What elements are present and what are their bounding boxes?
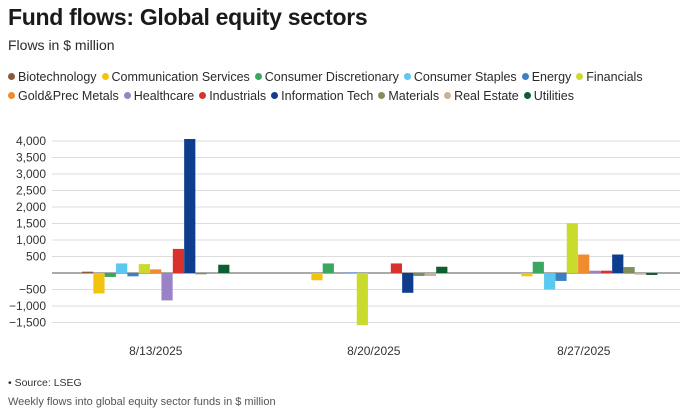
bar-industrials (600, 270, 612, 273)
y-tick-label: −500 (19, 283, 46, 297)
bar-materials (413, 273, 425, 276)
bar-communication-services (93, 273, 105, 294)
bar-utilities (646, 273, 658, 275)
legend: Biotechnology Communication Services Consu… (8, 68, 678, 106)
bar-biotechnology (82, 271, 94, 273)
bar-energy (345, 272, 357, 274)
bar-chart: 4,000 3,500 3,000 2,500 2,000 1,500 1,000 500 −5… (9, 134, 680, 358)
y-tick-label: 4,000 (16, 134, 46, 148)
bar-consumer-discretionary (532, 261, 544, 273)
x-category-label: 8/13/2025 (129, 344, 183, 358)
legend-label: Biotechnology (18, 70, 97, 84)
bar-information-tech (184, 139, 196, 273)
x-category-label: 8/20/2025 (347, 344, 401, 358)
legend-swatch (101, 73, 109, 80)
y-tick-label: −1,000 (9, 299, 46, 313)
legend-swatch (271, 92, 279, 99)
legend-swatch (521, 73, 529, 80)
legend-swatch (523, 92, 531, 99)
y-tick-label: −1,500 (9, 316, 46, 330)
legend-label: Information Tech (281, 89, 374, 103)
legend-label: Materials (388, 89, 440, 103)
legend-item-materials: Materials (378, 87, 439, 106)
legend-item-consumer-staples: Consumer Staples (403, 68, 517, 87)
bar-energy (127, 273, 139, 277)
legend-item-utilities: Utilities (523, 87, 574, 106)
legend-item-information-tech: Information Tech (271, 87, 373, 106)
legend-label: Financials (586, 70, 643, 84)
bar-industrials (390, 263, 402, 273)
bar-materials (623, 267, 635, 273)
bar-utilities (436, 266, 448, 273)
bar-real-estate (634, 273, 647, 275)
legend-swatch (378, 92, 386, 99)
y-tick-label: 500 (26, 250, 46, 264)
legend-item-energy: Energy (521, 68, 572, 87)
x-category-label: 8/27/2025 (557, 344, 611, 358)
legend-label: Utilities (533, 89, 574, 103)
y-tick-label: 1,000 (16, 233, 46, 247)
y-tick-label: 3,500 (16, 151, 46, 165)
chart-caption: Weekly flows into global equity sector f… (8, 396, 276, 408)
bar-communication-services (311, 273, 323, 281)
legend-item-communication-services: Communication Services (101, 68, 250, 87)
bar-financials (356, 273, 368, 326)
legend-swatch (576, 73, 584, 80)
y-tick-label: 2,000 (16, 200, 46, 214)
y-tick-label: 1,500 (16, 217, 46, 231)
legend-swatch (254, 73, 262, 80)
bar-healthcare (589, 270, 601, 273)
legend-label: Healthcare (133, 89, 195, 103)
source-note: • Source: LSEG (8, 377, 82, 389)
legend-item-financials: Financials (576, 68, 643, 87)
legend-label: Consumer Staples (413, 70, 517, 84)
bar-materials (195, 273, 207, 275)
legend-label: Real Estate (454, 89, 519, 103)
legend-label: Consumer Discretionary (264, 70, 399, 84)
bar-gold-prec-metals (150, 269, 162, 273)
bar-industrials (172, 248, 184, 273)
legend-swatch (444, 92, 452, 99)
bar-financials (138, 264, 150, 273)
legend-label: Communication Services (111, 70, 250, 84)
legend-swatch (123, 92, 131, 99)
bar-utilities (218, 264, 230, 273)
bar-consumer-discretionary (104, 273, 116, 277)
legend-item-gold-prec-metals: Gold&Prec Metals (8, 87, 119, 106)
legend-label: Gold&Prec Metals (18, 89, 119, 103)
legend-label: Energy (531, 70, 572, 84)
bar-consumer-discretionary (322, 263, 334, 273)
legend-swatch (403, 73, 411, 80)
legend-item-biotechnology: Biotechnology (8, 68, 97, 87)
bar-consumer-staples (116, 263, 128, 273)
bar-energy (555, 273, 567, 281)
bar-real-estate (424, 273, 437, 276)
bar-information-tech (402, 273, 414, 293)
legend-swatch (8, 73, 15, 80)
bar-consumer-staples (544, 273, 556, 290)
bar-communication-services (521, 273, 533, 277)
bar-information-tech (612, 254, 624, 273)
legend-item-real-estate: Real Estate (444, 87, 519, 106)
legend-swatch (8, 92, 15, 99)
legend-item-healthcare: Healthcare (123, 87, 195, 106)
y-tick-label: 3,000 (16, 167, 46, 181)
bar-gold-prec-metals (578, 254, 590, 273)
legend-item-consumer-discretionary: Consumer Discretionary (254, 68, 399, 87)
legend-swatch (199, 92, 207, 99)
bar-healthcare (161, 273, 173, 301)
bar-financials (566, 223, 578, 273)
y-tick-label: 2,500 (16, 184, 46, 198)
chart-subtitle: Flows in $ million (8, 37, 115, 53)
chart-title: Fund flows: Global equity sectors (8, 4, 368, 30)
legend-label: Industrials (209, 89, 267, 103)
legend-item-industrials: Industrials (199, 87, 266, 106)
